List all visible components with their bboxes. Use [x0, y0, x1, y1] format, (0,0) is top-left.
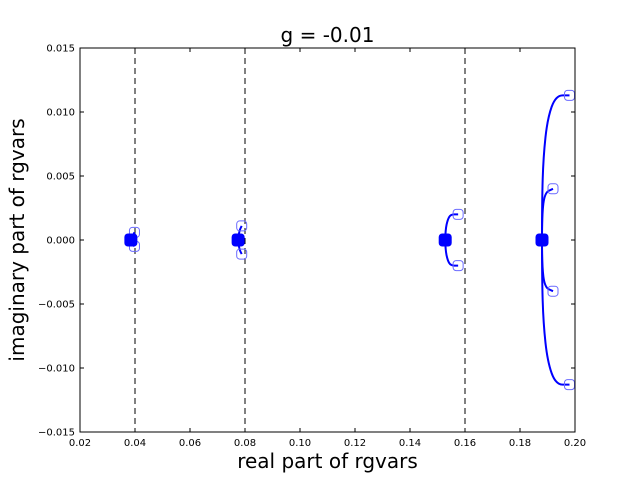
x-tick-label: 0.12: [344, 438, 366, 449]
x-tick-label: 0.06: [179, 438, 201, 449]
series-layer: [130, 94, 570, 386]
start-marker-4: [438, 233, 452, 247]
y-tick-label: −0.015: [38, 428, 75, 439]
x-tick-label: 0.04: [124, 438, 146, 449]
series-line-4: [444, 213, 459, 241]
start-marker-0: [124, 233, 138, 247]
end-marker-6: [547, 183, 559, 195]
markers-layer: [124, 89, 575, 391]
y-tick-label: −0.005: [38, 300, 75, 311]
y-tick-label: 0.010: [46, 108, 75, 119]
y-axis-label: imaginary part of rgvars: [5, 118, 29, 361]
end-marker-5: [452, 260, 464, 272]
end-marker-3: [236, 248, 248, 260]
end-marker-7: [547, 285, 559, 297]
end-marker-4: [452, 208, 464, 220]
y-tick-label: 0.000: [46, 236, 75, 247]
start-marker-2: [231, 233, 245, 247]
x-tick-label: 0.20: [564, 438, 586, 449]
y-tick-label: −0.010: [38, 364, 75, 375]
y-tick-label: 0.015: [46, 44, 75, 55]
y-axis: −0.015 −0.010 −0.005 0.000 0.005 0.010 0.015: [38, 44, 575, 439]
x-tick-label: 0.02: [69, 438, 91, 449]
x-tick-label: 0.16: [454, 438, 476, 449]
x-tick-label: 0.10: [289, 438, 311, 449]
x-tick-label: 0.18: [509, 438, 531, 449]
plot-area: [80, 48, 575, 432]
end-marker-2: [236, 220, 248, 232]
x-axis-label: real part of rgvars: [237, 449, 418, 473]
series-line-9: [541, 239, 570, 386]
y-tick-label: 0.005: [46, 172, 75, 183]
start-marker-6: [535, 233, 549, 247]
x-tick-label: 0.08: [234, 438, 256, 449]
x-axis: 0.02 0.04 0.06 0.08 0.10 0.12 0.14 0.16 0.18 0.20: [69, 48, 586, 449]
x-tick-label: 0.14: [399, 438, 421, 449]
series-line-8: [541, 94, 570, 241]
chart-title: g = -0.01: [281, 23, 375, 47]
series-line-5: [444, 239, 459, 267]
